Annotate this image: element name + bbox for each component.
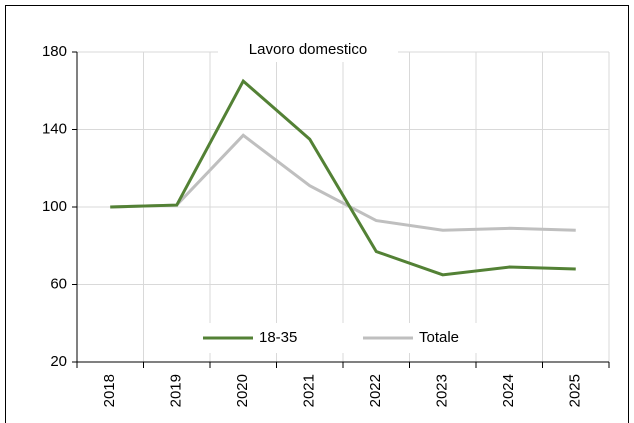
chart-title: Lavoro domestico xyxy=(249,41,367,58)
x-tick-label: 2019 xyxy=(168,374,185,407)
x-tick-label: 2023 xyxy=(434,374,451,407)
series-line xyxy=(110,133,576,232)
y-tick-label: 180 xyxy=(42,43,67,60)
y-tick-label: 20 xyxy=(50,353,67,370)
x-tick-label: 2020 xyxy=(234,374,251,407)
legend-label: 18-35 xyxy=(259,329,297,346)
x-tick-label: 2024 xyxy=(500,374,517,407)
x-tick-label: 2021 xyxy=(301,374,318,407)
frame xyxy=(5,5,629,423)
x-tick-label: 2025 xyxy=(567,374,584,407)
x-tick-label: 2022 xyxy=(367,374,384,407)
y-tick-label: 100 xyxy=(42,198,67,215)
series-line xyxy=(110,78,576,277)
title-bg xyxy=(218,38,398,62)
legend-label: Totale xyxy=(419,329,459,346)
x-tick-label: 2018 xyxy=(101,374,118,407)
y-tick-label: 140 xyxy=(42,120,67,137)
y-tick-label: 60 xyxy=(50,275,67,292)
